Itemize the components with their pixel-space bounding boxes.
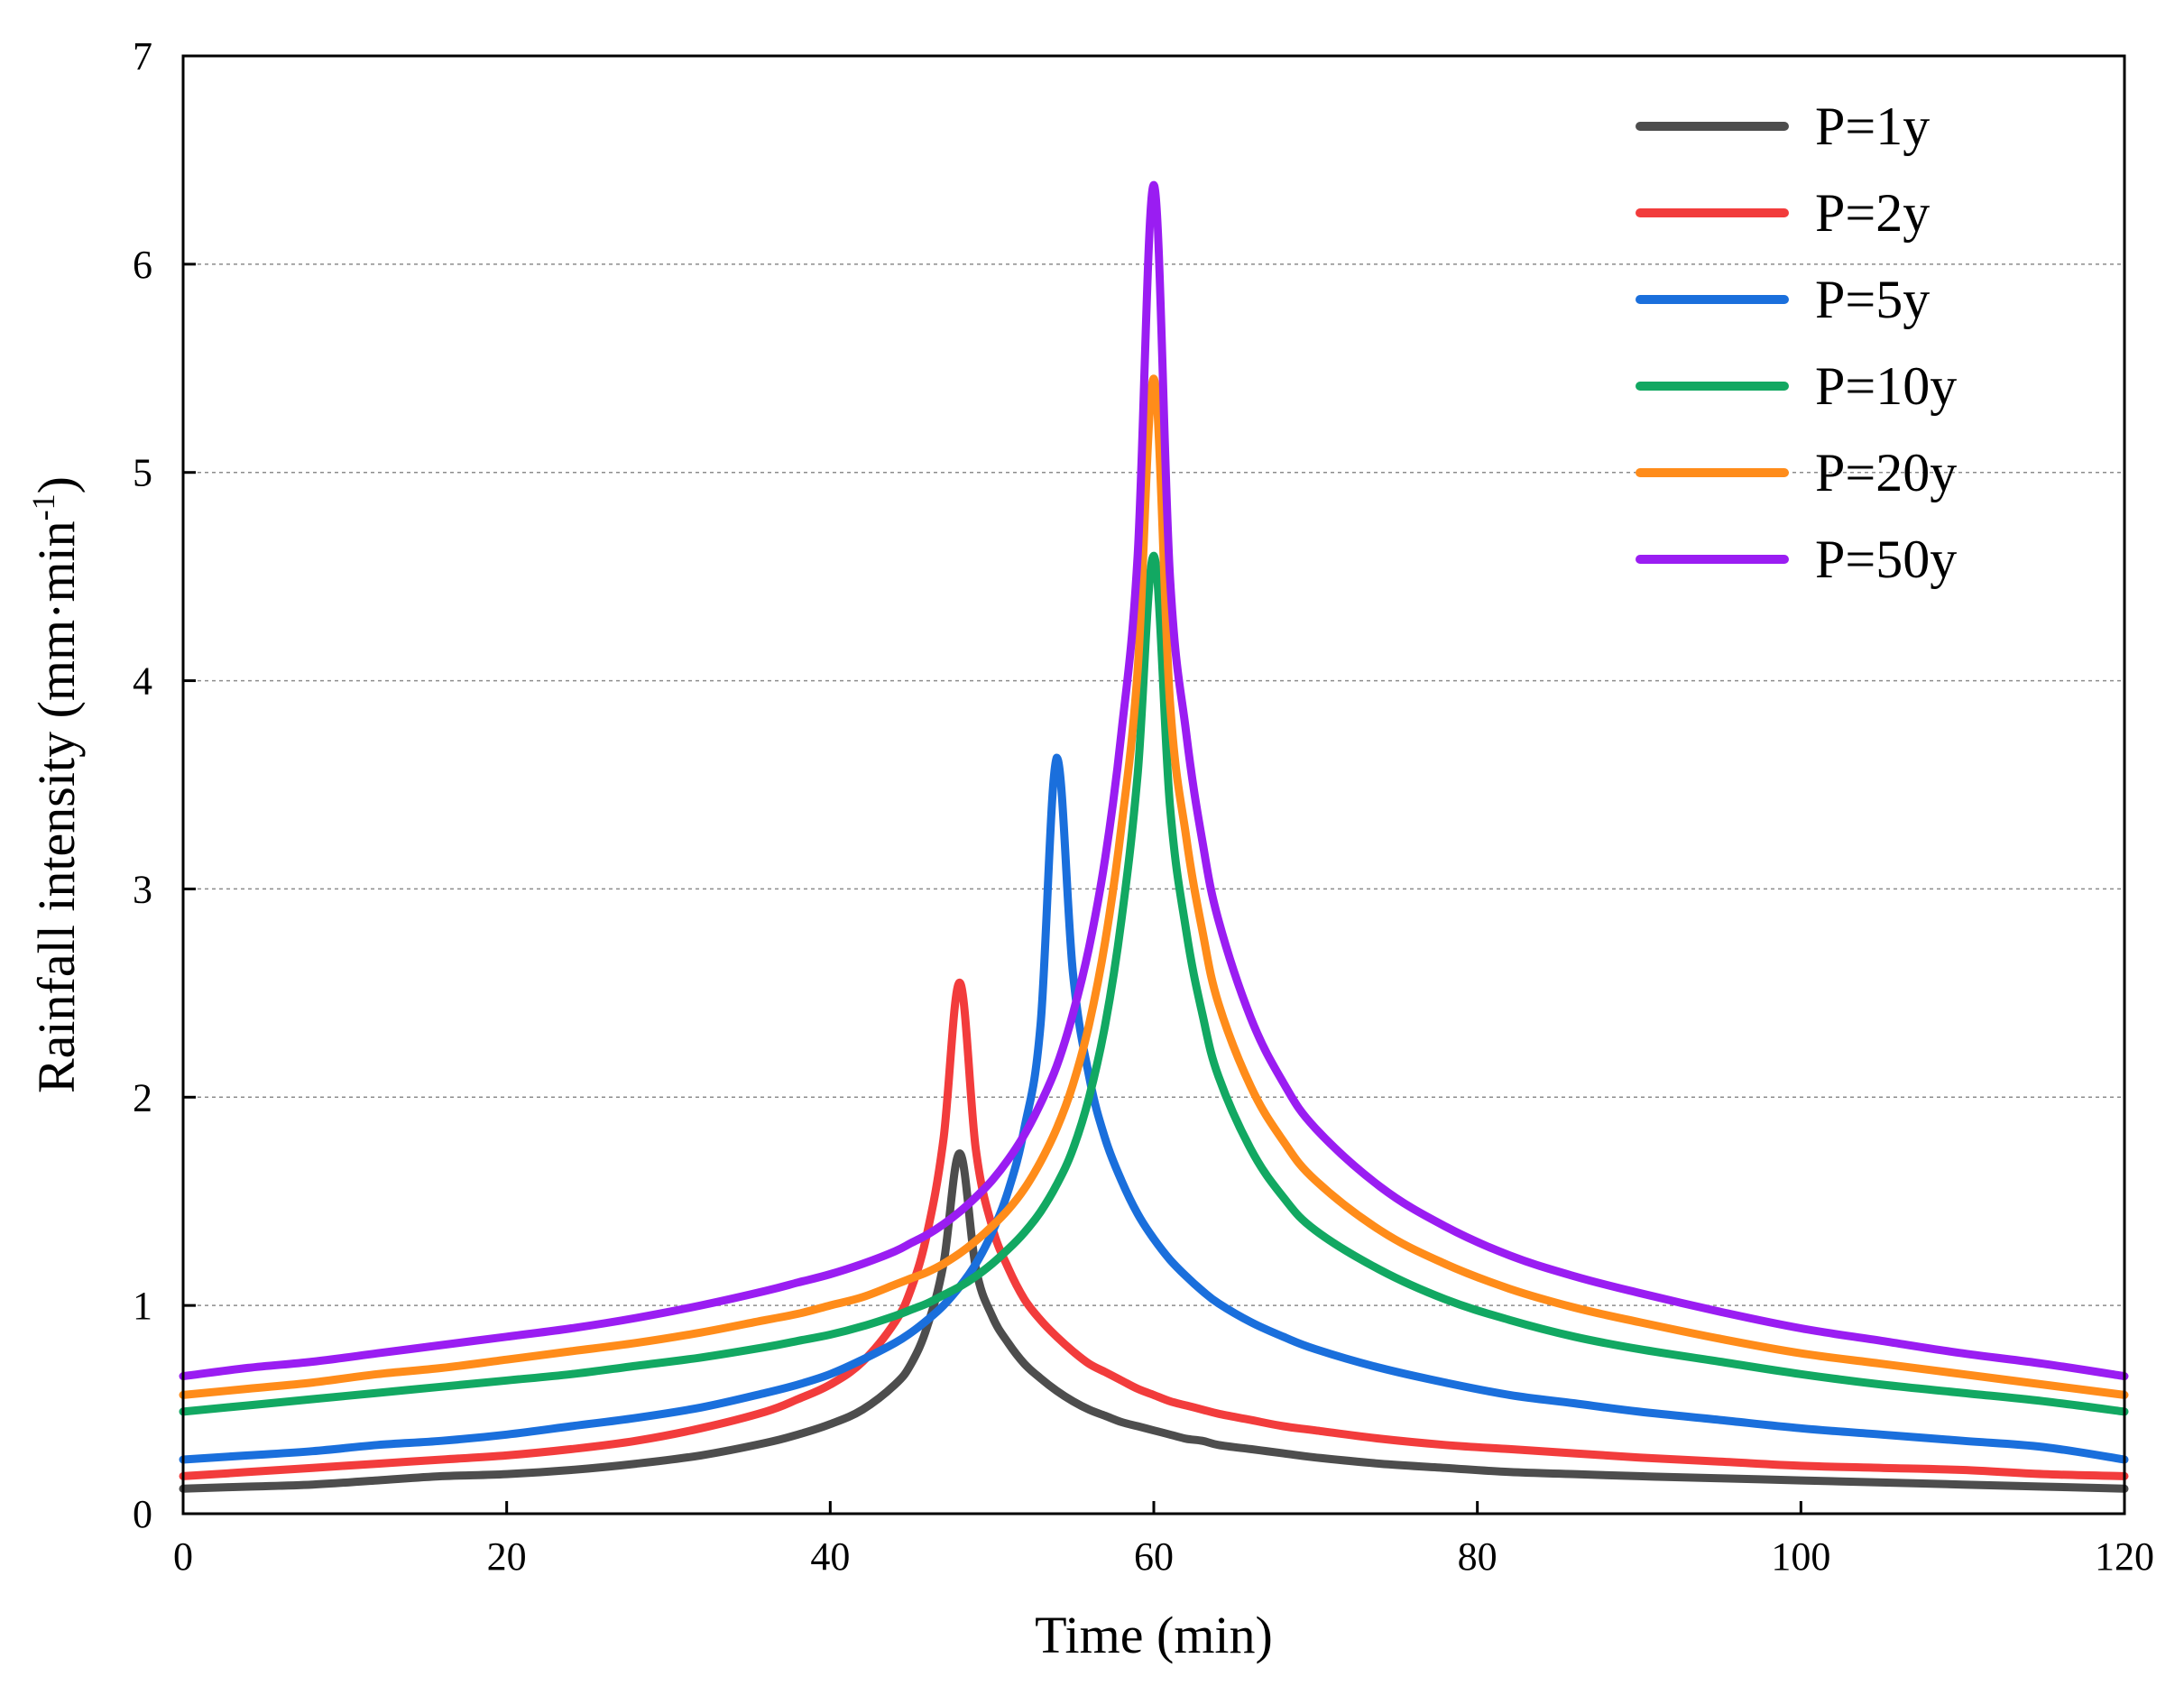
legend-label: P=20y	[1815, 443, 1957, 502]
x-tick-label: 0	[173, 1534, 193, 1579]
y-tick-label: 5	[133, 451, 152, 495]
x-tick-label: 40	[810, 1534, 850, 1579]
x-axis-title: Time (min)	[1035, 1606, 1273, 1664]
series-line-p5y	[179, 753, 2129, 1464]
series-line-p1y	[179, 1149, 2129, 1493]
legend-label: P=5y	[1815, 270, 1930, 329]
legend-label: P=10y	[1815, 356, 1957, 416]
x-tick-label: 80	[1458, 1534, 1497, 1579]
gridlines	[183, 263, 2124, 1306]
legend-item: P=2y	[1636, 183, 1930, 243]
legend-item: P=10y	[1636, 356, 1957, 416]
series-line-p2y	[179, 978, 2129, 1480]
y-tick-label: 6	[133, 243, 152, 287]
legend-label: P=1y	[1815, 97, 1930, 156]
y-tick-label: 3	[133, 867, 152, 911]
x-tick-label: 100	[1771, 1534, 1830, 1579]
series-line-p10y	[179, 551, 2129, 1416]
legend: P=1y P=2y P=5y P=10y P=20y P=50y	[1636, 97, 1957, 589]
legend-item: P=5y	[1636, 270, 1930, 329]
x-tick-label: 20	[487, 1534, 527, 1579]
legend-label: P=2y	[1815, 183, 1930, 243]
legend-label: P=50y	[1815, 530, 1957, 589]
y-tick-label: 1	[133, 1284, 152, 1328]
y-tick-label: 4	[133, 659, 152, 704]
x-tick-label: 60	[1134, 1534, 1174, 1579]
series-line-p20y	[179, 374, 2129, 1399]
legend-item: P=50y	[1636, 530, 1957, 589]
y-tick-label: 7	[133, 34, 152, 78]
y-axis-title-close: )	[27, 476, 86, 493]
x-tick-label: 120	[2095, 1534, 2154, 1579]
series-lines	[179, 180, 2129, 1493]
y-tick-label: 0	[133, 1492, 152, 1536]
series-line-p50y	[179, 180, 2129, 1381]
axis-ticks: 0 20 40 60 80 100 120 0 1 2 3 4 5 6 7	[133, 34, 2154, 1579]
y-axis-title-superscript: -1	[25, 493, 61, 521]
legend-item: P=20y	[1636, 443, 1957, 502]
legend-item: P=1y	[1636, 97, 1930, 156]
y-axis-title-main: Rainfall intensity (mm·min	[27, 521, 86, 1093]
y-axis-title: Rainfall intensity (mm·min-1)	[25, 476, 86, 1093]
y-tick-label: 2	[133, 1075, 152, 1119]
